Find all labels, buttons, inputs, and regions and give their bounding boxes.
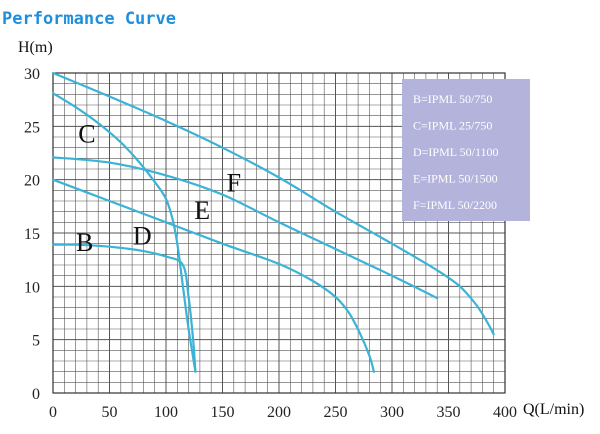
- x-tick-label: 50: [102, 404, 118, 421]
- curve-labels: B C D EF: [76, 119, 241, 257]
- x-tick-label: 0: [49, 404, 57, 421]
- legend-entry: B=IPML 50/750: [413, 92, 492, 106]
- curve-d: [51, 178, 375, 373]
- y-tick-label: 0: [32, 386, 40, 403]
- y-tick-label: 10: [24, 279, 40, 296]
- x-tick-label: 400: [493, 404, 517, 421]
- y-axis-label: H(m): [18, 39, 53, 56]
- curve-c: [51, 92, 197, 373]
- x-tick-label: 250: [324, 404, 348, 421]
- y-tick-label: 15: [24, 226, 40, 243]
- legend: B=IPML 50/750 C=IPML 25/750 D=IPML 50/1100…: [402, 79, 530, 221]
- tick-labels: 0 50 100 150 200 250 300 350 400 0 5 10 15 20 25 30: [24, 66, 517, 421]
- x-tick-label: 100: [154, 404, 178, 421]
- curve-b: [51, 243, 197, 373]
- legend-box: [402, 79, 530, 221]
- curves: [51, 71, 495, 373]
- curve-e: [51, 156, 439, 300]
- legend-entry: D=IPML 50/1100: [413, 145, 499, 159]
- chart-title: Performance Curve: [2, 9, 176, 29]
- curve-label-d: D: [133, 222, 152, 251]
- y-tick-label: 25: [24, 119, 40, 136]
- curve-label-e: E: [194, 196, 210, 225]
- x-tick-label: 150: [211, 404, 235, 421]
- legend-entry: F=IPML 50/2200: [413, 198, 497, 212]
- legend-entry: C=IPML 25/750: [413, 119, 492, 133]
- x-axis-label: Q(L/min): [523, 401, 584, 418]
- x-tick-label: 350: [437, 404, 461, 421]
- curve-f: [51, 71, 495, 336]
- y-tick-label: 20: [24, 173, 40, 190]
- x-tick-label: 200: [267, 404, 291, 421]
- y-tick-label: 30: [24, 66, 40, 83]
- curve-label-f: F: [227, 168, 241, 197]
- curve-label-c: C: [78, 119, 95, 148]
- legend-entry: E=IPML 50/1500: [413, 172, 498, 186]
- curve-label-b: B: [76, 228, 93, 257]
- x-tick-label: 300: [380, 404, 404, 421]
- y-tick-label: 5: [32, 333, 40, 350]
- plot-frame: [52, 72, 506, 394]
